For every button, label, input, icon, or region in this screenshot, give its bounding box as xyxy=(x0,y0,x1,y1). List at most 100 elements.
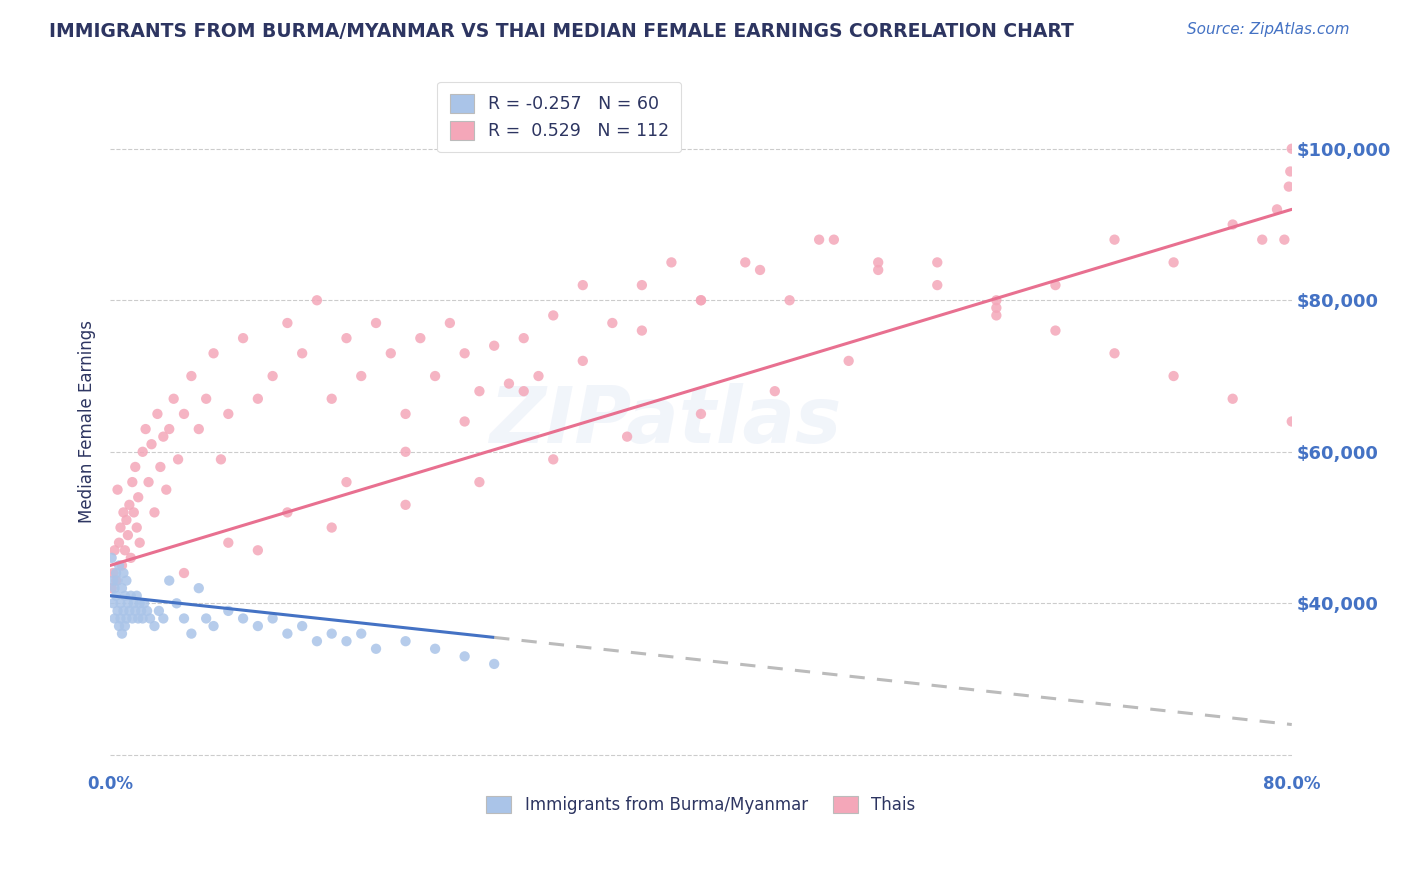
Point xyxy=(305,293,328,308)
Point xyxy=(125,520,148,534)
Point xyxy=(146,407,169,421)
Point xyxy=(1265,202,1288,217)
Point xyxy=(114,543,136,558)
Point xyxy=(129,604,152,618)
Point xyxy=(143,619,166,633)
Point xyxy=(180,626,202,640)
Point xyxy=(661,255,683,269)
Point xyxy=(690,293,713,308)
Point xyxy=(364,316,387,330)
Point xyxy=(195,392,218,406)
Point xyxy=(108,558,131,573)
Point xyxy=(1272,233,1295,247)
Point xyxy=(121,611,143,625)
Point xyxy=(187,422,209,436)
Point xyxy=(927,278,949,293)
Point xyxy=(631,278,654,293)
Point xyxy=(128,596,150,610)
Point xyxy=(115,513,138,527)
Point xyxy=(148,604,170,618)
Point xyxy=(115,574,138,588)
Point xyxy=(202,619,225,633)
Point xyxy=(823,233,845,247)
Point xyxy=(246,543,269,558)
Point xyxy=(232,331,254,345)
Point xyxy=(1104,233,1126,247)
Y-axis label: Median Female Earnings: Median Female Earnings xyxy=(79,320,96,523)
Point xyxy=(1222,392,1244,406)
Point xyxy=(276,505,298,519)
Point xyxy=(690,407,713,421)
Point xyxy=(808,233,831,247)
Text: IMMIGRANTS FROM BURMA/MYANMAR VS THAI MEDIAN FEMALE EARNINGS CORRELATION CHART: IMMIGRANTS FROM BURMA/MYANMAR VS THAI ME… xyxy=(49,22,1074,41)
Point xyxy=(120,550,142,565)
Point xyxy=(394,498,416,512)
Point xyxy=(468,475,491,489)
Point xyxy=(195,611,218,625)
Point xyxy=(868,255,890,269)
Point xyxy=(107,604,129,618)
Point xyxy=(209,452,232,467)
Point xyxy=(394,407,416,421)
Point xyxy=(138,475,160,489)
Point xyxy=(246,392,269,406)
Point xyxy=(512,384,534,399)
Point xyxy=(167,452,190,467)
Point xyxy=(101,596,124,610)
Point xyxy=(305,634,328,648)
Point xyxy=(180,369,202,384)
Point xyxy=(321,392,343,406)
Point xyxy=(108,535,131,549)
Point xyxy=(453,346,475,360)
Point xyxy=(364,641,387,656)
Point xyxy=(187,581,209,595)
Point xyxy=(104,581,127,595)
Point xyxy=(141,437,163,451)
Point xyxy=(157,422,180,436)
Point xyxy=(111,581,134,595)
Point xyxy=(734,255,756,269)
Point xyxy=(173,407,195,421)
Point xyxy=(112,604,135,618)
Point xyxy=(127,611,149,625)
Point xyxy=(291,619,314,633)
Point xyxy=(276,316,298,330)
Point xyxy=(217,407,239,421)
Point xyxy=(482,339,505,353)
Point xyxy=(394,444,416,458)
Point xyxy=(1251,233,1274,247)
Point xyxy=(122,505,145,519)
Point xyxy=(232,611,254,625)
Point xyxy=(124,604,146,618)
Point xyxy=(110,596,132,610)
Point xyxy=(1279,164,1302,178)
Point xyxy=(217,604,239,618)
Point xyxy=(136,604,159,618)
Point xyxy=(131,611,153,625)
Point xyxy=(107,483,129,497)
Point xyxy=(105,574,128,588)
Point xyxy=(120,589,142,603)
Point xyxy=(498,376,520,391)
Point xyxy=(394,634,416,648)
Point xyxy=(749,263,772,277)
Point xyxy=(101,574,124,588)
Text: ZIPatlas: ZIPatlas xyxy=(489,384,842,459)
Point xyxy=(1045,278,1067,293)
Point xyxy=(1163,255,1185,269)
Point xyxy=(117,528,139,542)
Point xyxy=(512,331,534,345)
Point xyxy=(111,626,134,640)
Point xyxy=(217,535,239,549)
Legend: Immigrants from Burma/Myanmar, Thais: Immigrants from Burma/Myanmar, Thais xyxy=(477,786,925,824)
Point xyxy=(321,520,343,534)
Point xyxy=(110,520,132,534)
Point xyxy=(122,596,145,610)
Point xyxy=(423,641,446,656)
Point xyxy=(114,589,136,603)
Point xyxy=(1281,142,1303,156)
Point xyxy=(779,293,801,308)
Point xyxy=(439,316,461,330)
Point xyxy=(527,369,550,384)
Point xyxy=(100,550,122,565)
